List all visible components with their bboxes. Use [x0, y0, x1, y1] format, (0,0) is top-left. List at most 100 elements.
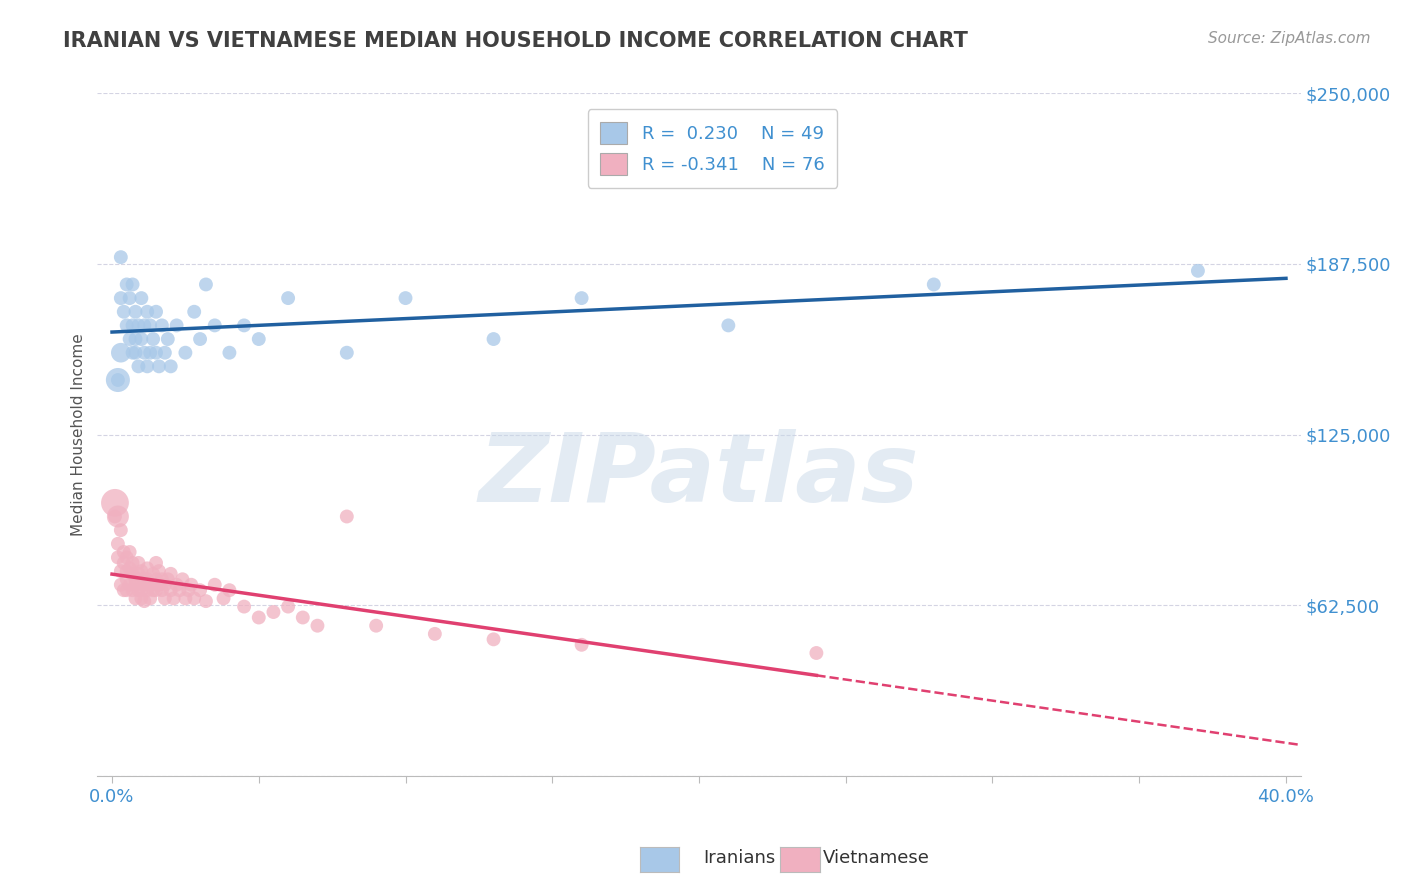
Point: [262, 605, 284, 619]
Point: [139, 318, 162, 333]
Point: [180, 578, 202, 592]
Point: [112, 304, 135, 318]
Point: [218, 583, 240, 598]
Point: [291, 610, 314, 624]
Point: [212, 591, 235, 606]
Point: [134, 594, 156, 608]
Point: [145, 583, 167, 598]
Point: [247, 610, 270, 624]
Point: [115, 564, 138, 578]
Point: [121, 277, 143, 292]
Point: [124, 332, 146, 346]
Text: Vietnamese: Vietnamese: [823, 849, 929, 867]
Point: [188, 332, 211, 346]
Point: [104, 496, 127, 510]
Point: [922, 277, 945, 292]
Point: [150, 572, 173, 586]
Point: [174, 591, 197, 606]
Point: [107, 373, 129, 387]
Point: [204, 318, 226, 333]
Point: [124, 578, 146, 592]
Point: [107, 550, 129, 565]
Point: [188, 583, 211, 598]
Point: [107, 509, 129, 524]
Point: [134, 345, 156, 359]
Point: [127, 583, 149, 598]
Point: [139, 345, 162, 359]
Point: [115, 572, 138, 586]
Point: [124, 304, 146, 318]
Point: [131, 332, 153, 346]
Point: [115, 583, 138, 598]
Point: [118, 332, 141, 346]
Point: [571, 291, 593, 305]
Point: [136, 572, 159, 586]
Point: [174, 345, 197, 359]
Point: [366, 618, 388, 632]
Point: [166, 578, 188, 592]
Point: [153, 591, 176, 606]
Point: [153, 578, 176, 592]
Point: [110, 578, 132, 592]
Point: [183, 304, 205, 318]
Text: IRANIAN VS VIETNAMESE MEDIAN HOUSEHOLD INCOME CORRELATION CHART: IRANIAN VS VIETNAMESE MEDIAN HOUSEHOLD I…: [63, 31, 969, 51]
Point: [134, 578, 156, 592]
Point: [104, 509, 127, 524]
Point: [177, 583, 200, 598]
Point: [482, 332, 505, 346]
Point: [121, 583, 143, 598]
Point: [118, 578, 141, 592]
Point: [139, 578, 162, 592]
Text: ZIPatlas: ZIPatlas: [478, 429, 920, 522]
Point: [336, 345, 359, 359]
Point: [131, 591, 153, 606]
Point: [423, 627, 446, 641]
Point: [153, 345, 176, 359]
Point: [277, 291, 299, 305]
Point: [131, 583, 153, 598]
Point: [121, 345, 143, 359]
Point: [204, 578, 226, 592]
Point: [277, 599, 299, 614]
Point: [166, 318, 188, 333]
Point: [571, 638, 593, 652]
Point: [115, 277, 138, 292]
Point: [183, 591, 205, 606]
Point: [159, 566, 181, 581]
Point: [233, 599, 256, 614]
Point: [121, 566, 143, 581]
Point: [148, 564, 170, 578]
Point: [139, 591, 162, 606]
Point: [107, 373, 129, 387]
Point: [112, 556, 135, 570]
Point: [134, 318, 156, 333]
Point: [150, 318, 173, 333]
Point: [218, 345, 240, 359]
Point: [124, 572, 146, 586]
Point: [307, 618, 329, 632]
Point: [159, 359, 181, 374]
Point: [142, 583, 165, 598]
Point: [148, 578, 170, 592]
Point: [169, 583, 191, 598]
Point: [148, 359, 170, 374]
Point: [394, 291, 416, 305]
Point: [150, 583, 173, 598]
Point: [163, 591, 186, 606]
Point: [121, 318, 143, 333]
Point: [118, 545, 141, 559]
Point: [145, 345, 167, 359]
Point: [127, 318, 149, 333]
Point: [127, 556, 149, 570]
Text: Source: ZipAtlas.com: Source: ZipAtlas.com: [1208, 31, 1371, 46]
Point: [194, 594, 217, 608]
Point: [110, 345, 132, 359]
Point: [145, 304, 167, 318]
Point: [717, 318, 740, 333]
Point: [336, 509, 359, 524]
Point: [110, 250, 132, 264]
Point: [124, 345, 146, 359]
Point: [156, 332, 179, 346]
Point: [107, 537, 129, 551]
Text: Iranians: Iranians: [703, 849, 775, 867]
